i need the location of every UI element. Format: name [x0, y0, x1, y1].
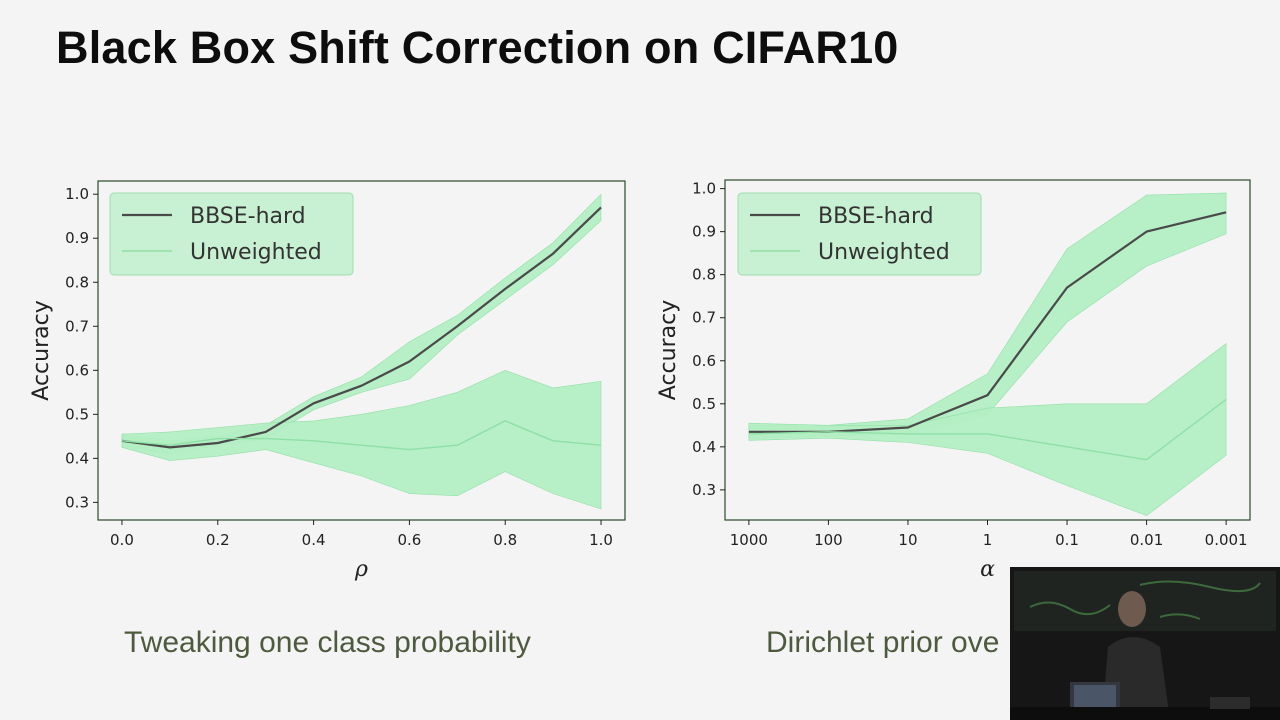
- x-tick-label: 1: [983, 531, 993, 549]
- x-tick-label: 0.0: [110, 531, 134, 549]
- legend-label-bbse-hard: BBSE-hard: [818, 204, 934, 229]
- confidence-band-unweighted: [121, 369, 602, 510]
- y-tick-label: 0.3: [65, 493, 89, 511]
- x-tick-label: 100: [814, 531, 843, 549]
- x-tick-label: 1.0: [589, 531, 613, 549]
- y-tick-label: 1.0: [692, 180, 716, 198]
- x-tick-label: 0.4: [302, 531, 326, 549]
- y-tick-label: 0.4: [65, 449, 89, 467]
- plot-frame: [97, 180, 626, 521]
- legend-box: [109, 192, 354, 276]
- y-tick-label: 0.7: [692, 309, 716, 327]
- x-tick-label: 0.001: [1205, 531, 1248, 549]
- legend-label-unweighted: Unweighted: [818, 240, 950, 265]
- y-tick-label: 0.7: [65, 317, 89, 335]
- legend-label-unweighted: Unweighted: [190, 240, 322, 265]
- x-tick-label: 0.2: [206, 531, 230, 549]
- chart-accuracy-vs-alpha: 1000 100 10 1 0.1 0.01 0.001 0.3 0.4 0.5 0.6 0.7 0.8…: [656, 179, 1251, 582]
- y-tick-label: 0.4: [692, 438, 716, 456]
- y-axis-label: Accuracy: [656, 300, 681, 400]
- series-line-unweighted: [748, 398, 1227, 461]
- slide-title: Black Box Shift Correction on CIFAR10: [56, 22, 899, 73]
- y-tick-label: 0.8: [692, 266, 716, 284]
- x-tick-label: 0.8: [493, 531, 517, 549]
- y-tick-label: 0.6: [692, 352, 716, 370]
- speaker-video-overlay: [1010, 567, 1280, 720]
- legend-box: [737, 192, 982, 276]
- y-axis-label: Accuracy: [29, 300, 54, 400]
- legend-label-bbse-hard: BBSE-hard: [190, 204, 306, 229]
- x-tick-label: 0.1: [1055, 531, 1079, 549]
- caption-right: Dirichlet prior ove: [766, 626, 1000, 659]
- y-tick-label: 0.9: [65, 229, 89, 247]
- y-tick-label: 0.6: [65, 361, 89, 379]
- x-tick-label: 0.01: [1130, 531, 1163, 549]
- x-tick-label: 0.6: [397, 531, 421, 549]
- y-tick-label: 0.8: [65, 273, 89, 291]
- series-line-bbse-hard: [121, 206, 602, 449]
- x-tick-label: 10: [898, 531, 917, 549]
- chart-accuracy-vs-rho: 0.0 0.2 0.4 0.6 0.8 1.0 0.3 0.4 0.5 0.6 0.7 0.8 0.9 1…: [29, 180, 626, 582]
- confidence-band-unweighted: [748, 342, 1227, 517]
- y-tick-label: 1.0: [65, 185, 89, 203]
- y-tick-label: 0.3: [692, 481, 716, 499]
- x-tick-label: 1000: [730, 531, 768, 549]
- x-axis-label: α: [980, 557, 995, 582]
- x-axis-label: ρ: [354, 557, 368, 582]
- caption-left: Tweaking one class probability: [124, 626, 531, 659]
- y-tick-label: 0.5: [65, 405, 89, 423]
- y-tick-label: 0.9: [692, 223, 716, 241]
- y-tick-label: 0.5: [692, 395, 716, 413]
- series-line-unweighted: [121, 420, 602, 451]
- speaker-video-image: [1010, 567, 1280, 720]
